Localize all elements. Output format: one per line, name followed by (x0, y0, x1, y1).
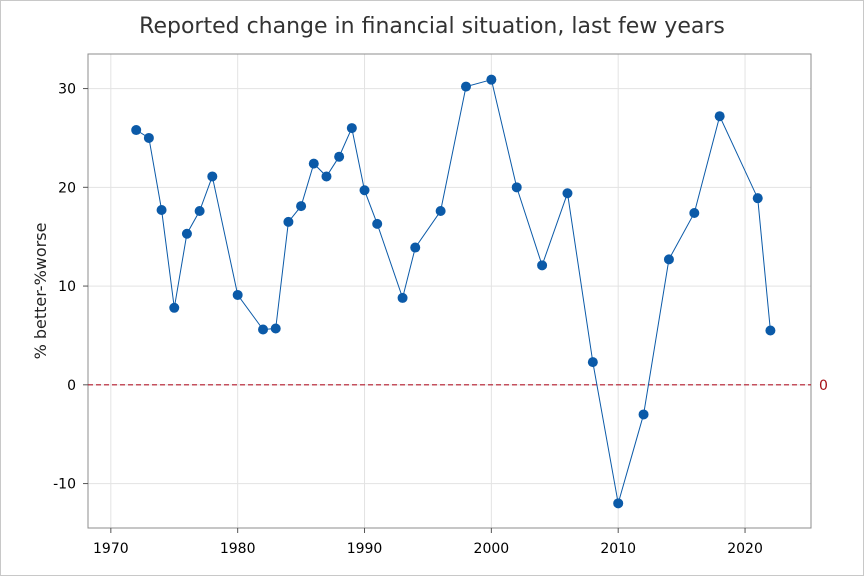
data-point (143, 132, 154, 143)
series-group (131, 74, 776, 509)
x-tick-label: 1970 (93, 541, 129, 557)
x-tick-label: 2020 (727, 541, 763, 557)
data-point (181, 228, 192, 239)
data-point (537, 260, 548, 271)
data-point (397, 292, 408, 303)
data-point (283, 216, 294, 227)
data-point (435, 206, 446, 217)
data-point (765, 325, 776, 336)
data-point (296, 201, 307, 212)
x-tick-label: 2010 (600, 541, 636, 557)
y-tick-label: 10 (58, 279, 76, 295)
data-point (359, 185, 370, 196)
data-point (131, 125, 142, 136)
reference-line-label: 0 (819, 378, 828, 394)
data-point (156, 205, 167, 216)
data-point (308, 158, 319, 169)
data-point (372, 218, 383, 229)
y-axis-label: % better-%worse (31, 223, 50, 360)
data-point (258, 324, 269, 335)
chart-title: Reported change in financial situation, … (139, 14, 725, 39)
data-point (169, 302, 180, 313)
y-tick-label: 20 (58, 180, 76, 196)
data-point (410, 242, 421, 253)
data-point (562, 188, 573, 199)
plot-area (87, 53, 812, 529)
data-point (511, 182, 522, 193)
x-tick-label: 2000 (474, 541, 510, 557)
data-point (613, 498, 624, 509)
series-line (135, 79, 771, 504)
data-point (194, 206, 205, 217)
data-point (638, 409, 649, 420)
y-tick-label: -10 (53, 477, 76, 493)
y-tick-label: 0 (67, 378, 76, 394)
x-tick-label: 1990 (347, 541, 383, 557)
reference-line-group: 0 (88, 378, 828, 394)
data-point (207, 171, 218, 182)
data-point (752, 193, 763, 204)
data-point (587, 357, 598, 368)
data-point (714, 111, 725, 122)
axes: 1970 1980 1990 2000 2010 2020 -10 0 10 20 30 (53, 82, 763, 557)
data-point (334, 151, 345, 162)
data-point (321, 171, 332, 182)
grid-lines (88, 54, 811, 528)
data-point (460, 81, 471, 92)
data-point (346, 123, 357, 134)
data-point (486, 74, 497, 85)
data-point (232, 289, 243, 300)
x-tick-label: 1980 (220, 541, 256, 557)
data-point (689, 207, 700, 218)
y-tick-label: 30 (58, 82, 76, 98)
data-point (663, 254, 674, 265)
data-point (270, 323, 281, 334)
